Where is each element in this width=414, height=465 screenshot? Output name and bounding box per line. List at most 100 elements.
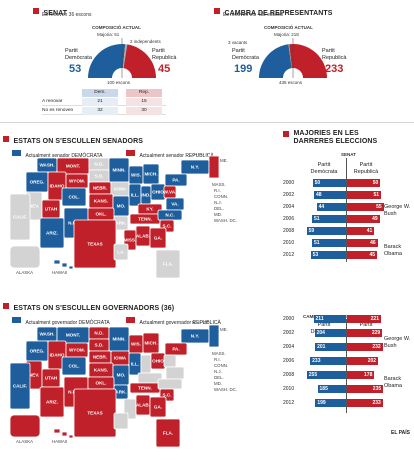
- senate-chart-dem-head: Partit Demòcrata: [310, 162, 338, 175]
- state-label: UTAH: [45, 376, 58, 381]
- legend-rep-swatch: [126, 149, 135, 156]
- state-shape: [68, 265, 74, 270]
- state-label: UTAH: [45, 207, 58, 212]
- state-label: CONN.: [214, 363, 228, 368]
- state-label: COL.: [69, 364, 80, 369]
- gov-map: WASH. MONT. N.D. MINN. OREG. IDAHO WYOM. S.D. WI…: [9, 321, 237, 448]
- state-shape: [113, 412, 129, 430]
- senate-donut: [88, 38, 156, 78]
- bar-year: 2004: [283, 204, 295, 210]
- state-label: TENN.: [138, 217, 152, 222]
- state-label: DEL.: [214, 375, 224, 380]
- state-label: MO.: [117, 204, 126, 209]
- house-chart-midline: [346, 319, 347, 413]
- bar-row: 2012 199 233: [283, 399, 414, 407]
- state-label: GA.: [154, 236, 162, 241]
- bar-row: 2000 211 221: [283, 315, 414, 323]
- senate-comp-title: COMPOSICIÓ ACTUAL: [92, 25, 141, 30]
- bar-year: 2010: [283, 240, 295, 246]
- house-comp-title: COMPOSICIÓ ACTUAL: [264, 25, 313, 30]
- house-vac-arc: [288, 44, 292, 69]
- state-label: OHIO: [152, 190, 164, 195]
- senate-dem-seats: 53: [69, 63, 82, 75]
- state-label: MD.: [214, 212, 222, 217]
- state-label: MONT.: [66, 333, 80, 338]
- state-shape: [164, 173, 188, 187]
- senate-ind-arc: [122, 44, 128, 69]
- senate-chart-rep-head: Partit Republicà: [353, 162, 379, 175]
- dem-bar: 59: [306, 227, 346, 235]
- house-rep-label: Partit Republicà: [322, 48, 347, 61]
- maj-header: MAJORIES EN LES DARRERES ELECCIONS: [283, 130, 414, 148]
- senate-obama-label: Barack Obama: [384, 244, 403, 257]
- senate-row-rep: 15: [126, 98, 162, 106]
- house-vacancies: 3 vacants: [228, 40, 248, 45]
- house-rep-seats: 233: [325, 63, 344, 75]
- state-label: KANS.: [94, 199, 108, 204]
- maj-title: MAJORIES EN LES DARRERES ELECCIONS: [293, 130, 378, 145]
- bar-year: 2006: [283, 358, 295, 364]
- bar-row: 2002 48 51: [283, 191, 414, 199]
- state-label: OKL.: [96, 212, 107, 217]
- bar-year: 2008: [283, 228, 295, 234]
- state-label: ARK.: [115, 221, 126, 226]
- state-shape: [9, 362, 31, 410]
- state-label: N.Y.: [191, 334, 199, 339]
- state-shape: [208, 324, 220, 348]
- dem-bar: 51: [312, 239, 346, 247]
- dem-bar: 44: [316, 203, 346, 211]
- state-label: TENN.: [138, 386, 152, 391]
- state-label: WASH. DC.: [214, 218, 237, 223]
- state-label: N.C.: [165, 213, 174, 218]
- state-label: MASS.: [212, 182, 226, 187]
- state-label: CALIF.: [13, 384, 27, 389]
- senate-title-marker: [33, 7, 39, 14]
- senate-map-legend-dem: Actualment senador DEMÒCRATA: [12, 144, 103, 162]
- bar-year: 2010: [283, 386, 295, 392]
- state-label: R.I.: [214, 188, 221, 193]
- rep-bar: 55: [347, 203, 384, 211]
- senate-row-dem: 32: [82, 107, 118, 115]
- state-shape: [163, 354, 177, 368]
- state-label: TEXAS: [87, 411, 102, 416]
- state-label: DEL.: [214, 206, 224, 211]
- state-label: N.H.: [192, 154, 201, 156]
- state-label: KY.: [146, 207, 153, 212]
- bar-row: 2012 53 45: [283, 251, 414, 259]
- state-shape: [61, 431, 68, 437]
- state-shape: [208, 155, 220, 179]
- senate-table-head-rep: Rep.: [126, 89, 162, 97]
- rep-bar: 233: [347, 399, 383, 407]
- state-shape: [165, 366, 185, 380]
- bar-year: 2012: [283, 252, 295, 258]
- state-label: ILL.: [131, 193, 139, 198]
- state-label: FLA.: [163, 262, 173, 267]
- state-label: N.J.: [214, 200, 222, 205]
- house-obama-label: Barack Obama: [384, 376, 403, 389]
- dem-bar: 50: [312, 179, 346, 187]
- house-header: CAMBRA DE REPRESENTANTS: [214, 2, 333, 20]
- state-label: VT.: [202, 154, 208, 156]
- senate-table-row: A renovar 21 15: [42, 98, 166, 106]
- gov-map-header: ESTATS ON S'ESCULLEN GOVERNADORS (36): [3, 297, 174, 315]
- legend-dem-label: Actualment governador DEMÒCRATA: [25, 320, 110, 326]
- state-label: S.C.: [163, 393, 172, 398]
- house-title-marker: [214, 7, 220, 14]
- senate-map-marker: [3, 135, 9, 142]
- bar-year: 2002: [283, 192, 295, 198]
- legend-dem-label: Actualment senador DEMÒCRATA: [25, 153, 103, 159]
- state-label: WYOM.: [69, 179, 85, 184]
- state-label: N.D.: [94, 162, 103, 167]
- house-subtitle: Es renoven els 435 escons: [223, 12, 284, 18]
- state-label: IDAHO: [50, 353, 65, 358]
- senate-table-row: No es renoven 32 30: [42, 107, 166, 115]
- state-label: ARK.: [115, 390, 126, 395]
- state-label: WIS.: [131, 342, 141, 347]
- gov-map-legend-rep: Actualment governador REPUBLICÀ: [126, 311, 221, 329]
- state-label: S.D.: [95, 343, 104, 348]
- state-label: ARIZ.: [46, 231, 58, 236]
- rep-bar: 235: [347, 385, 384, 393]
- bar-year: 2012: [283, 400, 295, 406]
- state-label: OREG.: [30, 349, 45, 354]
- house-dem-seats: 199: [234, 63, 253, 75]
